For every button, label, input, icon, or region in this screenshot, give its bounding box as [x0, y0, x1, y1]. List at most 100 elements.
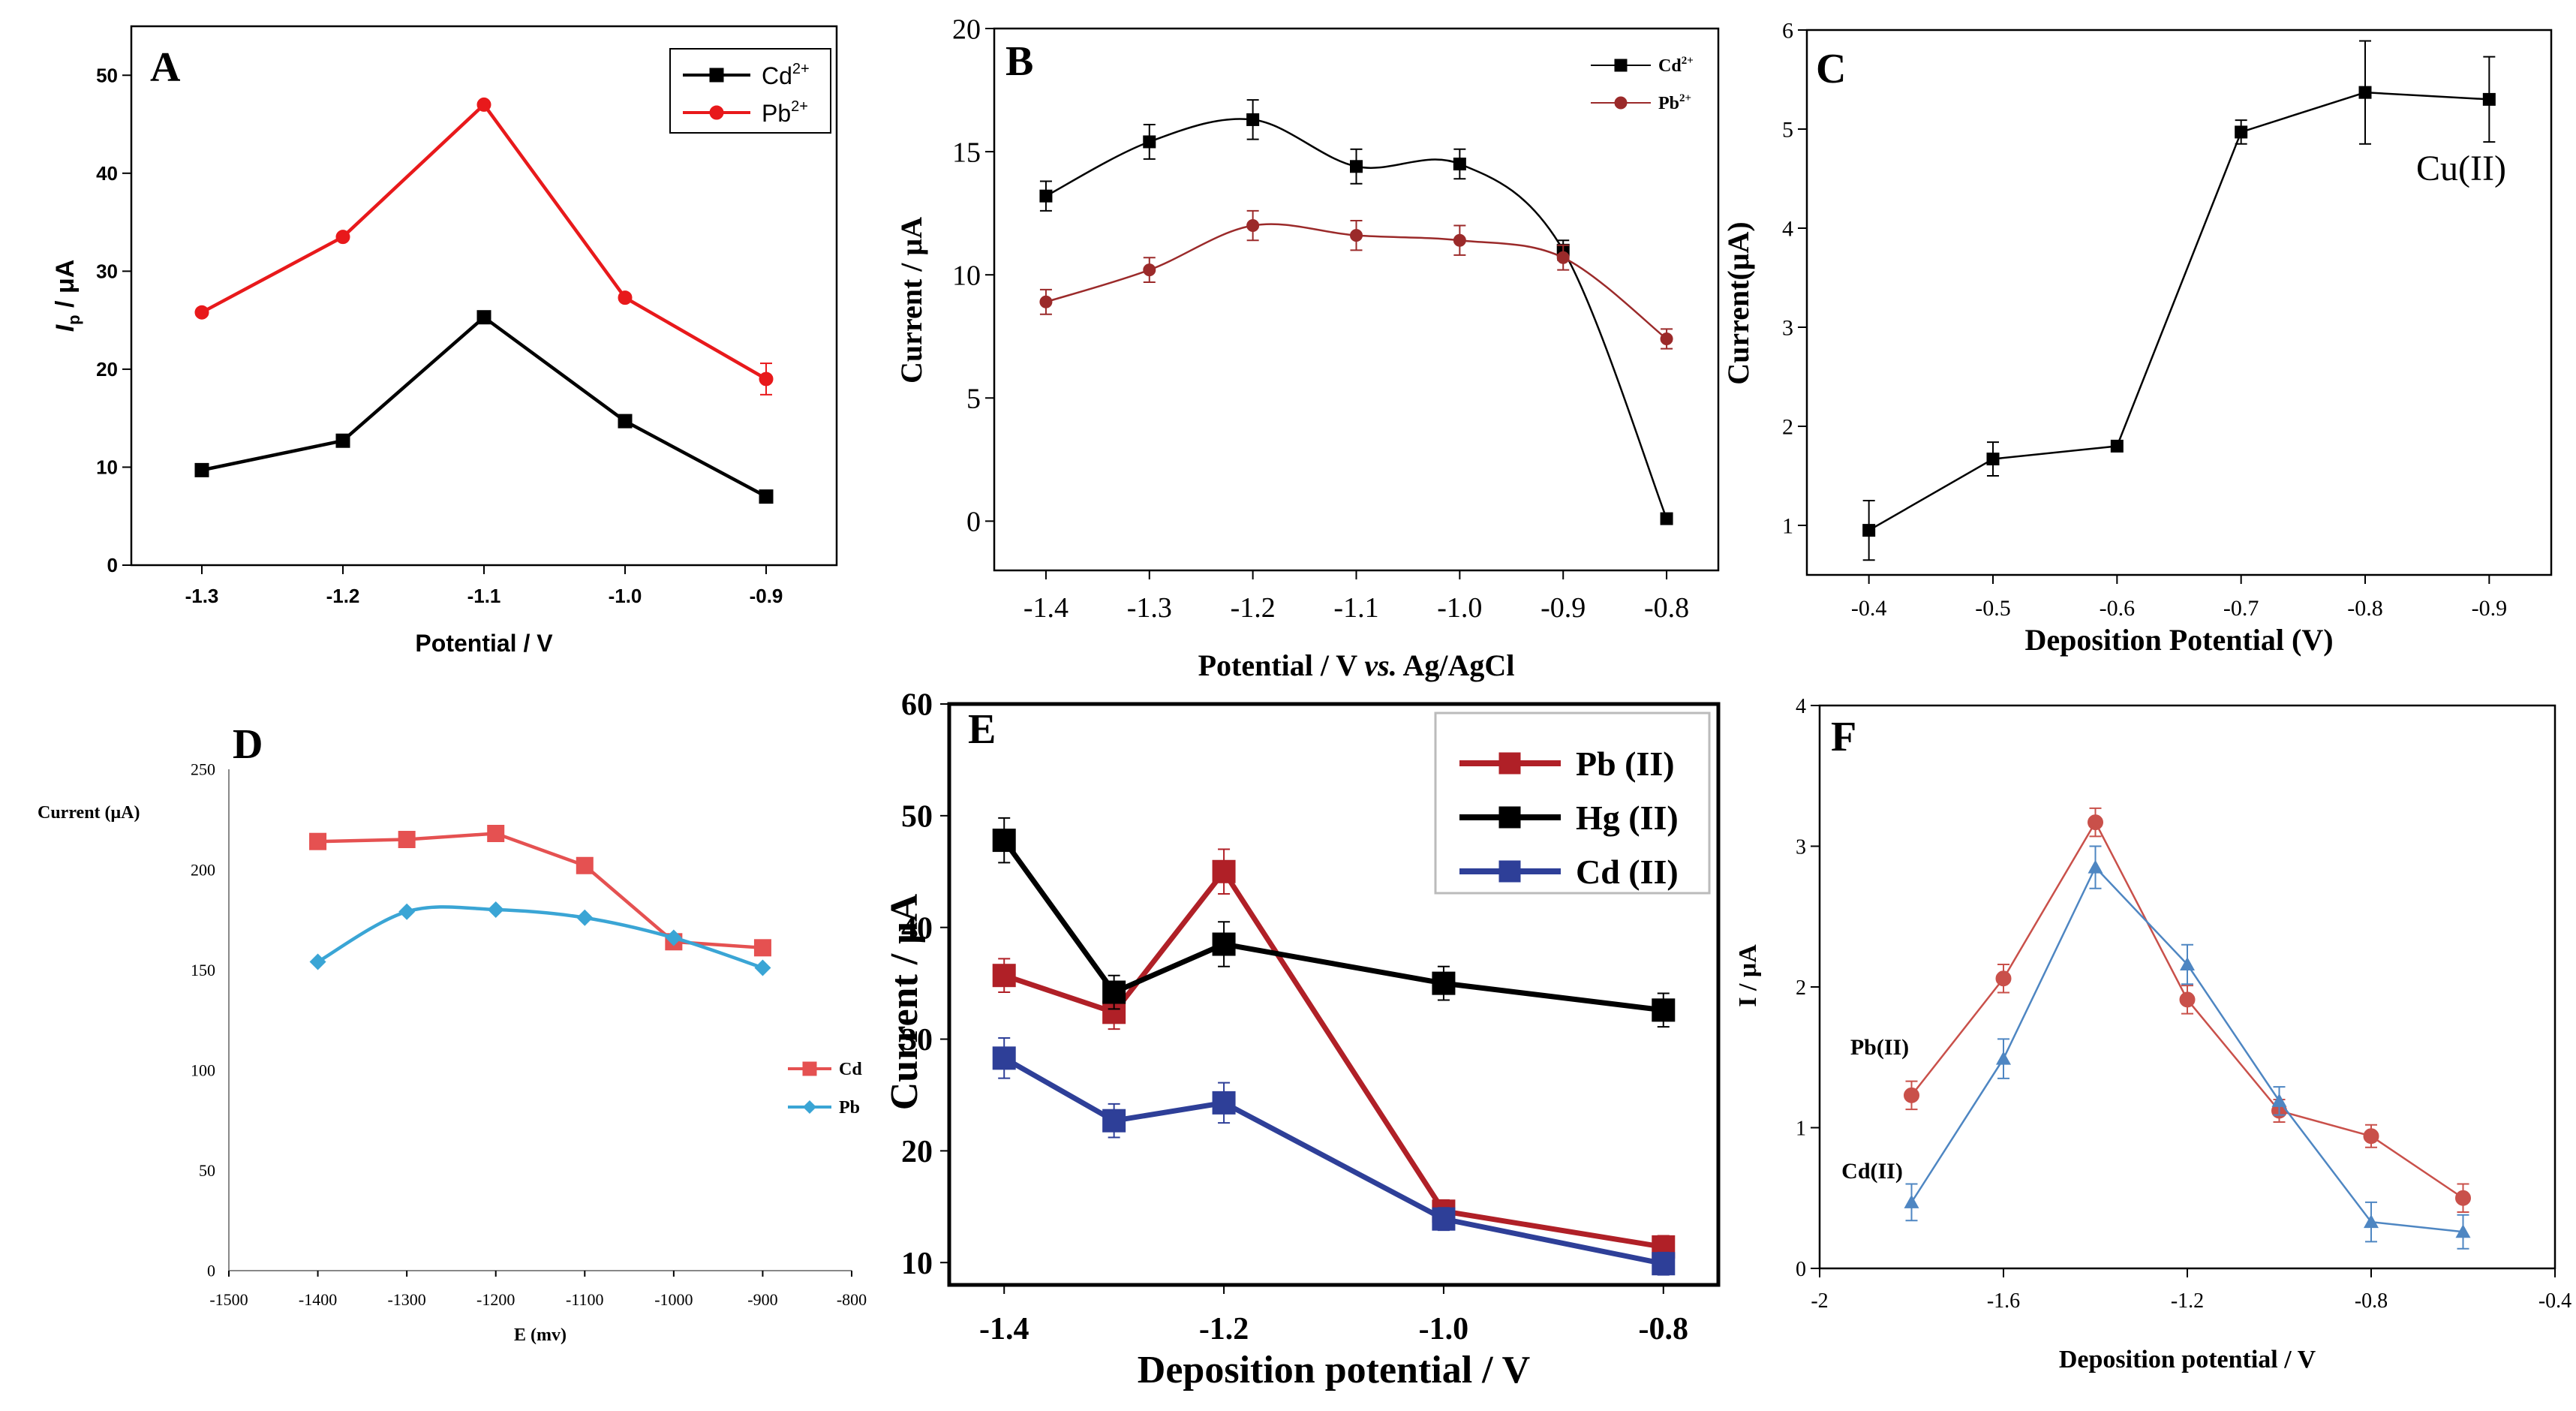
data-point: [2358, 86, 2372, 99]
panel-f: -2 -1.6 -1.2 -0.8 -0.4 0 1 2 3 4: [1796, 695, 2571, 1313]
series-line: [317, 832, 763, 950]
y-tick-label: 150: [191, 961, 215, 979]
data-point: [1212, 1091, 1236, 1115]
data-point: [1660, 332, 1673, 346]
x-tick-label: -1.2: [326, 585, 360, 607]
y-tick-label: 0: [966, 507, 981, 538]
x-axis-label: Deposition Potential (V): [2024, 623, 2333, 657]
series-cd-ii-: [992, 1037, 1676, 1276]
panel-letter: B: [1005, 38, 1033, 85]
y-axis-label: Current / μA: [894, 217, 928, 384]
data-point: [1986, 453, 2000, 466]
legend-label: Pb (II): [1576, 745, 1675, 783]
y-tick-label: 4: [1796, 695, 1806, 718]
legend-sup: 2+: [792, 61, 810, 77]
legend-marker: [803, 1100, 816, 1114]
y-tick-label: 3: [1782, 316, 1793, 341]
data-point: [194, 462, 209, 477]
data-point: [1102, 980, 1126, 1004]
legend-label: Pb2+: [1658, 92, 1691, 113]
y-tick-label: 0: [107, 554, 118, 576]
y-tick-label: 50: [96, 64, 118, 86]
data-point: [1556, 251, 1570, 264]
data-point: [992, 829, 1016, 853]
data-point: [1143, 263, 1156, 277]
x-axis-label: Potential / V: [415, 630, 553, 657]
y-tick-label: 50: [901, 800, 933, 835]
x-tick-label: -1.3: [185, 585, 219, 607]
y-axis-label: Current(μA): [1721, 221, 1755, 384]
x-tick-label: -2: [1811, 1289, 1828, 1313]
x-axis-label: Deposition potential / V: [2059, 1346, 2316, 1373]
x-tick-label: -1500: [209, 1290, 248, 1309]
legend-label: Cd2+: [1658, 55, 1694, 76]
legend-box: [1434, 712, 1711, 895]
plot-frame: [1805, 29, 2553, 576]
data-point: [2180, 957, 2195, 970]
data-point: [1246, 113, 1260, 126]
data-point: [1904, 1087, 1919, 1103]
x-tick-label: -1.0: [1437, 592, 1482, 624]
y-tick-label: 20: [901, 1135, 933, 1169]
y-tick-label: 2: [1782, 415, 1793, 440]
x-tick-label: -0.8: [1639, 1312, 1689, 1346]
data-point: [759, 372, 774, 387]
legend-marker: [709, 105, 724, 120]
x-tick-label: -1.1: [467, 585, 501, 607]
legend-label: Pb2+: [762, 98, 808, 127]
y-tick-label: 20: [96, 358, 118, 381]
y-tick-label: 5: [1782, 118, 1793, 143]
legend: Cd2+ Pb2+: [1591, 55, 1694, 113]
y-tick-label: 250: [191, 760, 215, 779]
panel-letter: A: [150, 44, 181, 91]
legend-sup: 2+: [791, 98, 808, 115]
y-tick-label: 60: [901, 688, 933, 723]
series-pb: [1039, 209, 1673, 350]
legend: Cd Pb: [788, 1060, 862, 1118]
data-point: [2271, 1093, 2287, 1107]
data-point: [335, 433, 350, 448]
data-point: [1350, 160, 1363, 173]
series-hg-ii-: [992, 817, 1676, 1028]
legend: Pb (II) Hg (II) Cd (II): [1434, 712, 1711, 895]
legend-marker: [1614, 59, 1628, 72]
x-tick-label: -0.5: [1975, 596, 2011, 621]
data-point: [476, 310, 491, 325]
data-point: [992, 1046, 1016, 1070]
y-axis-label: Ip / μA: [51, 260, 83, 332]
legend-name: Pb: [1658, 94, 1679, 113]
x-axis-label: Deposition potential / V: [1138, 1349, 1530, 1391]
y-tick-label: 0: [1796, 1258, 1806, 1281]
x-tick-label: -1.6: [1987, 1289, 2020, 1313]
data-point: [754, 959, 771, 976]
data-point: [2455, 1190, 2471, 1206]
x-tick-label: -1400: [299, 1290, 337, 1309]
data-point: [2364, 1214, 2379, 1229]
panel-b: -1.4 -1.3 -1.2 -1.1 -1.0 -0.9 -0.8 0 5 10 15 20: [952, 14, 1720, 624]
data-point: [576, 856, 594, 874]
x-tick-label: -0.8: [2355, 1289, 2388, 1313]
x-label-em: vs.: [1364, 648, 1396, 682]
y-label-unit: / μA: [51, 260, 80, 315]
x-tick-label: -1.0: [609, 585, 642, 607]
legend-sup: 2+: [1679, 92, 1691, 104]
series-line: [1910, 865, 2463, 1233]
panel-letter: E: [968, 706, 996, 753]
x-tick-label: -1300: [387, 1290, 425, 1309]
y-tick-label: 50: [199, 1161, 215, 1180]
y-tick-label: 1: [1782, 514, 1793, 539]
legend-marker: [1498, 806, 1521, 829]
series-line: [201, 314, 768, 498]
x-axis-label: Potential / V vs. Ag/AgCl: [1198, 648, 1515, 682]
y-tick-label: 3: [1796, 835, 1806, 859]
series-cd: [309, 825, 771, 957]
data-point: [1660, 512, 1673, 525]
x-tick-label: -1100: [566, 1290, 604, 1309]
data-point: [618, 290, 633, 305]
y-tick-label: 15: [952, 137, 981, 168]
x-tick-label: -1.2: [1231, 592, 1276, 624]
y-axis-label: Current / μA: [883, 893, 926, 1110]
x-tick-label: -1.2: [2171, 1289, 2204, 1313]
x-axis-label: E (mv): [514, 1325, 567, 1345]
x-tick-label: -1.2: [1199, 1312, 1249, 1346]
